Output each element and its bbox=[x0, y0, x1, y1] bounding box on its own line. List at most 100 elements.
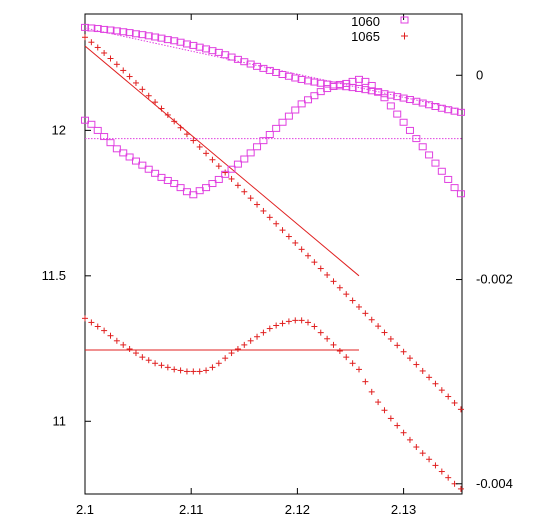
data-point-square bbox=[323, 80, 332, 88]
data-point-square bbox=[93, 126, 102, 134]
data-point-square bbox=[170, 37, 179, 45]
data-point-plus bbox=[368, 388, 375, 395]
data-point-square bbox=[112, 145, 121, 153]
data-point-square bbox=[81, 116, 89, 124]
data-point-square bbox=[444, 106, 453, 114]
data-point-plus bbox=[285, 233, 292, 240]
data-point-square bbox=[335, 80, 344, 88]
data-point-plus bbox=[139, 86, 146, 93]
data-point-square bbox=[380, 90, 389, 98]
data-point-square bbox=[450, 184, 459, 192]
data-point-plus bbox=[419, 450, 426, 457]
data-point-square bbox=[214, 175, 223, 183]
data-point-square bbox=[405, 96, 414, 104]
data-point-square bbox=[151, 33, 160, 41]
data-point-square bbox=[386, 102, 395, 110]
data-point-plus bbox=[317, 265, 324, 272]
data-point-plus bbox=[368, 316, 375, 323]
data-point-square bbox=[182, 40, 191, 48]
data-point-plus bbox=[400, 429, 407, 436]
data-point-plus bbox=[387, 415, 394, 422]
data-point-plus bbox=[101, 49, 108, 56]
data-point-square bbox=[227, 53, 236, 61]
data-point-square bbox=[125, 153, 134, 161]
data-point-plus bbox=[419, 367, 426, 374]
data-point-plus bbox=[330, 341, 337, 348]
data-point-square bbox=[310, 92, 319, 100]
data-point-plus bbox=[445, 393, 452, 400]
axes: 2.1 2.11 2.12 2.13 11 11.5 12 -0.004 -0.002 0 bbox=[42, 14, 513, 517]
data-point-square bbox=[259, 64, 268, 72]
plot-frame bbox=[84, 13, 463, 495]
data-point-plus bbox=[88, 39, 95, 46]
data-point-plus bbox=[381, 407, 388, 414]
data-point-plus bbox=[177, 124, 184, 131]
data-point-square bbox=[106, 139, 115, 147]
data-point-square bbox=[233, 160, 242, 168]
x-tick-label: 2.12 bbox=[285, 502, 310, 517]
data-point-plus bbox=[343, 291, 350, 298]
data-point-square bbox=[131, 30, 140, 38]
data-point-square bbox=[227, 165, 236, 173]
data-point-plus bbox=[273, 322, 280, 329]
data-point-plus bbox=[355, 303, 362, 310]
data-point-plus bbox=[343, 354, 350, 361]
data-point-plus bbox=[292, 317, 299, 324]
data-point-plus bbox=[120, 67, 127, 74]
data-point-square bbox=[221, 51, 230, 59]
data-point-plus bbox=[234, 345, 241, 352]
data-point-plus bbox=[375, 323, 382, 330]
data-point-plus bbox=[426, 456, 433, 463]
data-point-square bbox=[176, 184, 185, 192]
data-point-plus bbox=[413, 444, 420, 451]
data-point-plus bbox=[285, 318, 292, 325]
legend: 1060 1065 bbox=[351, 14, 409, 44]
data-point-plus bbox=[177, 367, 184, 374]
data-points bbox=[81, 23, 465, 492]
data-point-plus bbox=[101, 327, 108, 334]
data-point-square bbox=[304, 96, 313, 104]
data-point-plus bbox=[317, 329, 324, 336]
fit-line bbox=[84, 45, 360, 277]
data-point-plus bbox=[260, 207, 267, 214]
data-point-square bbox=[304, 77, 313, 85]
data-point-plus bbox=[298, 317, 305, 324]
data-point-square bbox=[189, 41, 198, 49]
data-point-plus bbox=[349, 297, 356, 304]
data-point-plus bbox=[107, 55, 114, 62]
data-point-plus bbox=[164, 111, 171, 118]
data-point-plus bbox=[266, 214, 273, 221]
data-point-plus bbox=[394, 342, 401, 349]
data-point-plus bbox=[171, 366, 178, 373]
data-point-square bbox=[240, 58, 249, 66]
data-point-square bbox=[323, 85, 332, 93]
data-point-square bbox=[361, 77, 370, 85]
data-point-plus bbox=[215, 163, 222, 170]
data-point-square bbox=[425, 151, 434, 159]
data-point-square bbox=[253, 62, 262, 70]
data-point-square bbox=[380, 94, 389, 102]
data-point-square bbox=[151, 169, 160, 177]
x-tick-label: 2.13 bbox=[391, 502, 416, 517]
data-point-plus bbox=[311, 259, 318, 266]
data-point-square bbox=[431, 103, 440, 111]
legend-marker-square bbox=[400, 16, 409, 24]
data-point-plus bbox=[432, 380, 439, 387]
data-point-square bbox=[278, 118, 287, 126]
data-point-plus bbox=[311, 323, 318, 330]
data-point-plus bbox=[183, 368, 190, 375]
data-point-plus bbox=[152, 360, 159, 367]
data-point-plus bbox=[183, 131, 190, 138]
data-point-plus bbox=[273, 220, 280, 227]
data-point-plus bbox=[132, 350, 139, 357]
data-point-plus bbox=[196, 143, 203, 150]
data-point-square bbox=[374, 88, 383, 96]
data-point-plus bbox=[222, 169, 229, 176]
data-point-square bbox=[81, 23, 89, 31]
data-point-square bbox=[418, 143, 427, 151]
data-point-plus bbox=[120, 341, 127, 348]
data-point-plus bbox=[113, 61, 120, 68]
data-point-plus bbox=[190, 368, 197, 375]
data-point-square bbox=[399, 118, 408, 126]
